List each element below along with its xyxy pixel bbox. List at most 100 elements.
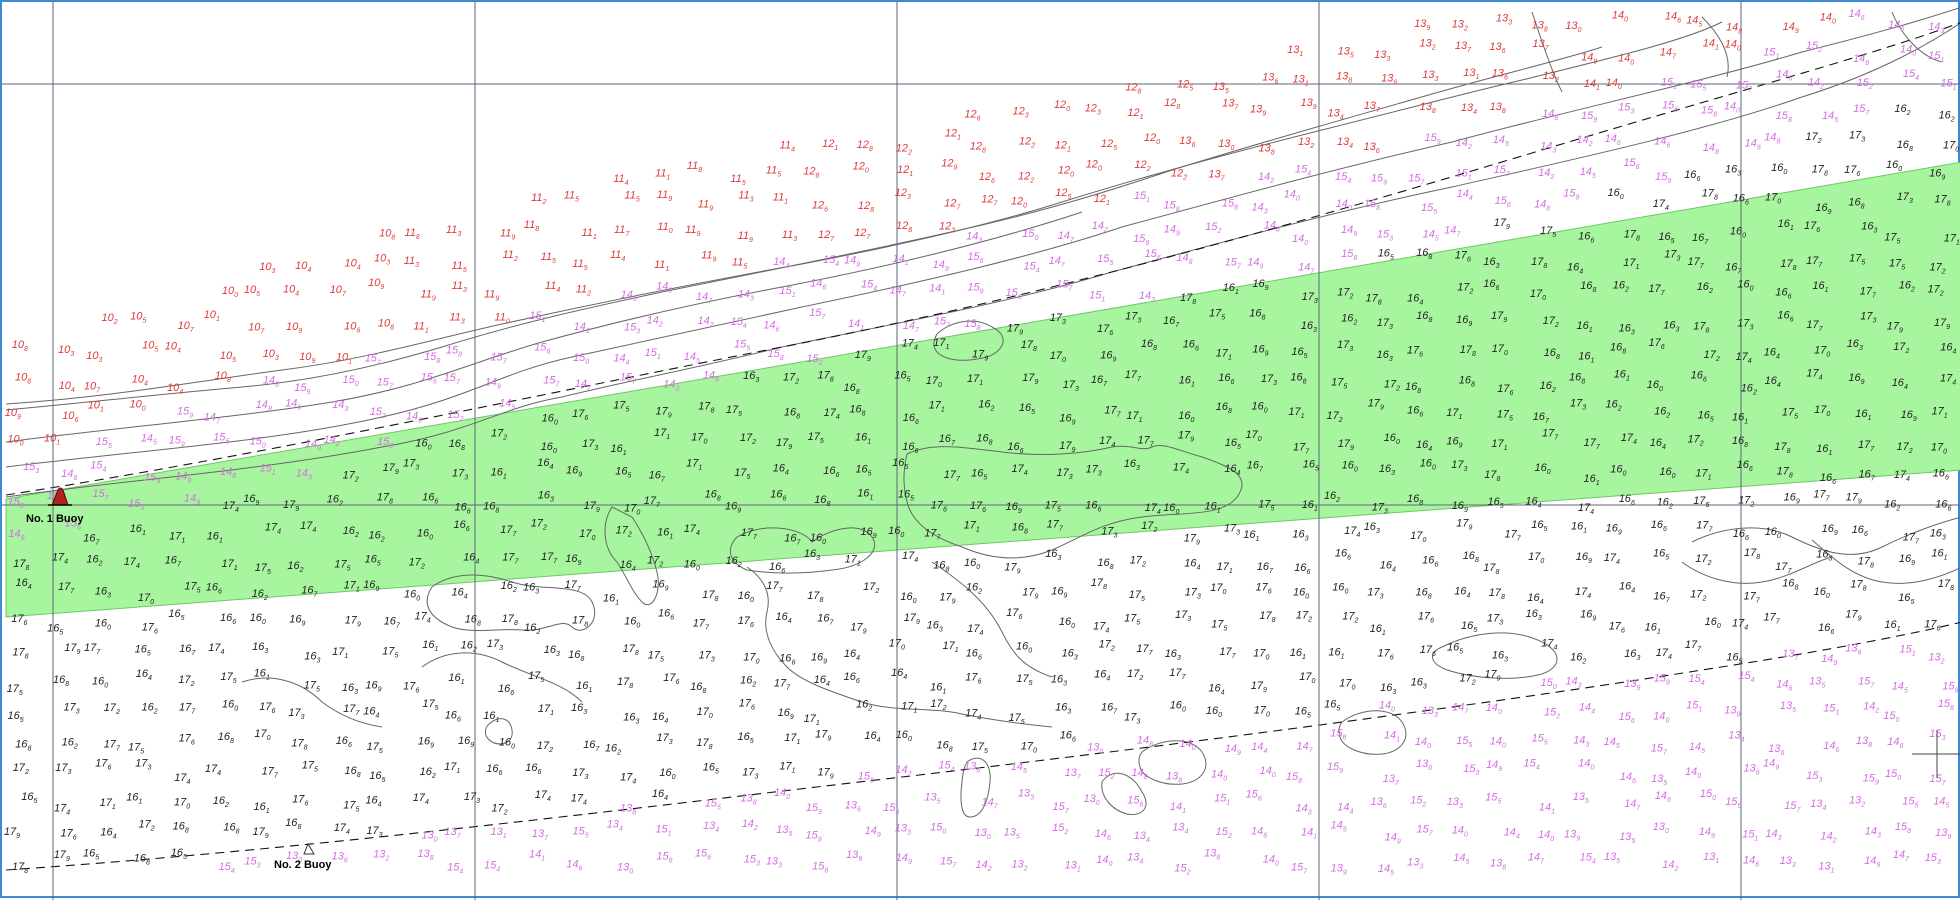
depth-sounding: 127 [981, 193, 998, 207]
depth-sounding: 171 [344, 579, 360, 593]
depth-sounding: 140 [1618, 52, 1634, 66]
depth-sounding: 144 [1579, 702, 1595, 716]
depth-sounding: 142 [663, 379, 679, 393]
depth-sounding: 159 [1327, 761, 1343, 775]
depth-sounding: 147 [1624, 798, 1641, 812]
dredged-channel [5, 161, 1960, 618]
depth-sounding: 162 [287, 560, 303, 574]
depth-sounding: 161 [1884, 619, 1900, 633]
contour-line [1432, 632, 1558, 679]
depth-sounding: 120 [1054, 99, 1070, 113]
depth-sounding: 175 [613, 400, 629, 414]
depth-sounding: 170 [1021, 740, 1037, 754]
depth-sounding: 132 [1849, 794, 1865, 808]
depth-sounding: 165 [1658, 231, 1674, 245]
depth-sounding: 176 [739, 698, 755, 712]
depth-sounding: 155 [1456, 735, 1472, 749]
depth-sounding: 163 [1045, 548, 1061, 562]
depth-sounding: 178 [702, 589, 718, 603]
depth-sounding: 163 [1619, 323, 1635, 337]
depth-sounding: 140 [1820, 11, 1836, 25]
depth-sounding: 161 [254, 667, 270, 681]
depth-sounding: 132 [1928, 652, 1944, 666]
depth-sounding: 172 [1296, 610, 1312, 624]
depth-sounding: 139 [1414, 18, 1430, 32]
depth-sounding: 163 [544, 644, 560, 658]
depth-sounding: 139 [1624, 678, 1640, 692]
depth-sounding: 136 [1744, 763, 1760, 777]
depth-sounding: 162 [252, 588, 268, 602]
depth-sounding: 174 [205, 763, 221, 777]
depth-sounding: 154 [1024, 260, 1040, 274]
depth-sounding: 140 [1486, 702, 1502, 716]
depth-sounding: 176 [931, 500, 947, 514]
depth-sounding: 152 [1216, 826, 1232, 840]
depth-sounding: 171 [1623, 257, 1639, 271]
depth-sounding: 168 [1459, 374, 1475, 388]
depth-sounding: 175 [343, 800, 359, 814]
depth-sounding: 170 [254, 728, 270, 742]
depth-sounding: 108 [215, 370, 231, 384]
depth-sounding: 140 [1260, 765, 1276, 779]
depth-sounding: 169 [811, 652, 827, 666]
depth-sounding: 168 [1580, 280, 1596, 294]
depth-sounding: 168 [568, 649, 584, 663]
depth-sounding: 174 [1732, 617, 1748, 631]
depth-sounding: 161 [1812, 280, 1828, 294]
depth-sounding: 173 [1063, 379, 1079, 393]
depth-sounding: 163 [523, 581, 539, 595]
depth-sounding: 151 [1900, 644, 1916, 658]
depth-sounding: 161 [448, 672, 464, 686]
depth-sounding: 162 [1341, 313, 1357, 327]
depth-sounding: 150 [1022, 228, 1038, 242]
depth-sounding: 152 [806, 353, 822, 367]
depth-sounding: 178 [1489, 587, 1505, 601]
depth-sounding: 145 [1453, 852, 1469, 866]
depth-sounding: 165 [365, 553, 381, 567]
depth-sounding: 103 [263, 348, 279, 362]
depth-sounding: 171 [538, 703, 554, 717]
depth-sounding: 173 [64, 702, 80, 716]
depth-sounding: 174 [1344, 525, 1360, 539]
depth-sounding: 161 [1778, 218, 1794, 232]
depth-sounding: 171 [964, 519, 980, 533]
depth-sounding: 142 [1577, 134, 1593, 148]
depth-sounding: 133 [1422, 705, 1438, 719]
depth-sounding: 137 [1383, 773, 1400, 787]
depth-sounding: 179 [1338, 438, 1354, 452]
depth-sounding: 172 [1327, 410, 1343, 424]
depth-sounding: 146 [1654, 136, 1670, 150]
depth-sounding: 173 [1224, 523, 1240, 537]
depth-sounding: 139 [1724, 705, 1740, 719]
depth-sounding: 177 [1775, 561, 1792, 575]
depth-sounding: 153 [244, 855, 260, 869]
depth-sounding: 161 [1578, 351, 1594, 365]
depth-sounding: 146 [703, 369, 719, 383]
depth-sounding: 168 [218, 731, 234, 745]
depth-sounding: 171 [1216, 348, 1232, 362]
depth-sounding: 164 [100, 827, 116, 841]
depth-sounding: 165 [47, 623, 63, 637]
depth-sounding: 175 [422, 698, 438, 712]
depth-sounding: 133 [1447, 796, 1463, 810]
depth-sounding: 169 [565, 553, 581, 567]
depth-sounding: 161 [1645, 622, 1661, 636]
depth-sounding: 162 [1657, 497, 1673, 511]
depth-sounding: 175 [7, 683, 23, 697]
depth-sounding: 120 [1011, 196, 1027, 210]
depth-sounding: 175 [1211, 619, 1227, 633]
depth-sounding: 136 [1492, 67, 1508, 81]
depth-sounding: 171 [929, 399, 945, 413]
depth-sounding: 173 [1101, 526, 1117, 540]
depth-sounding: 171 [1446, 407, 1462, 421]
depth-sounding: 174 [1894, 469, 1910, 483]
depth-sounding: 143 [966, 231, 982, 245]
depth-sounding: 169 [1576, 551, 1592, 565]
depth-sounding: 155 [573, 826, 589, 840]
depth-sounding: 160 [542, 413, 558, 427]
depth-sounding: 161 [603, 593, 619, 607]
depth-sounding: 134 [1172, 822, 1188, 836]
